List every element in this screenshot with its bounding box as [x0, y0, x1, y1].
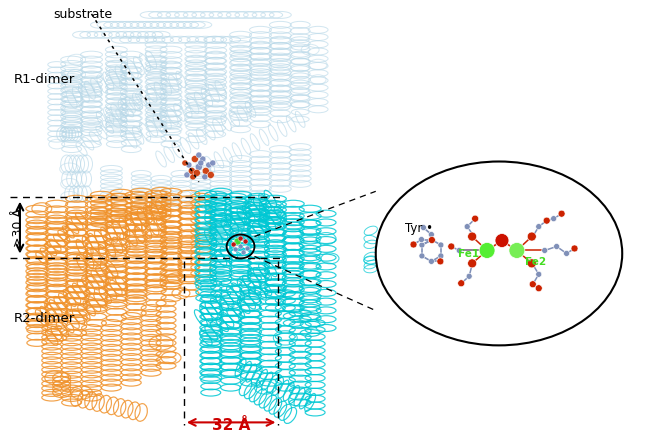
Circle shape — [466, 273, 472, 279]
Circle shape — [238, 236, 243, 241]
Circle shape — [202, 174, 208, 180]
Circle shape — [200, 156, 206, 162]
Text: R2-dimer: R2-dimer — [14, 312, 75, 325]
Circle shape — [428, 236, 436, 243]
Circle shape — [495, 233, 509, 247]
Circle shape — [196, 152, 202, 158]
Circle shape — [238, 244, 243, 249]
Ellipse shape — [376, 162, 622, 345]
Circle shape — [571, 245, 578, 252]
Circle shape — [198, 160, 204, 166]
Circle shape — [190, 174, 196, 180]
Circle shape — [551, 216, 557, 222]
Circle shape — [468, 259, 476, 268]
Circle shape — [536, 271, 542, 277]
Circle shape — [558, 210, 565, 217]
Circle shape — [245, 246, 250, 251]
Circle shape — [243, 239, 248, 244]
Circle shape — [233, 247, 238, 252]
Circle shape — [536, 224, 542, 229]
Circle shape — [419, 253, 425, 259]
Circle shape — [419, 236, 424, 243]
Circle shape — [193, 170, 200, 177]
Text: 32 Å: 32 Å — [212, 418, 250, 434]
Circle shape — [186, 162, 192, 168]
Circle shape — [191, 156, 198, 163]
Circle shape — [542, 247, 548, 253]
Circle shape — [410, 241, 417, 248]
Circle shape — [195, 163, 202, 170]
Circle shape — [182, 160, 188, 166]
Circle shape — [428, 236, 434, 243]
Circle shape — [543, 217, 550, 224]
Circle shape — [421, 225, 426, 231]
Circle shape — [527, 232, 537, 241]
Text: Fe2: Fe2 — [524, 257, 546, 267]
Circle shape — [231, 242, 236, 247]
Text: >30 Å: >30 Å — [12, 208, 25, 247]
Circle shape — [189, 167, 195, 174]
Circle shape — [207, 171, 214, 178]
Circle shape — [428, 258, 434, 264]
Circle shape — [464, 224, 470, 229]
Circle shape — [202, 167, 209, 174]
Circle shape — [448, 243, 455, 250]
Circle shape — [458, 280, 465, 287]
Text: Fe1: Fe1 — [458, 250, 479, 260]
Circle shape — [509, 243, 524, 258]
Circle shape — [184, 172, 190, 178]
Circle shape — [241, 250, 246, 255]
Circle shape — [472, 215, 478, 222]
Circle shape — [210, 160, 215, 166]
Circle shape — [563, 250, 569, 257]
Circle shape — [437, 258, 444, 265]
Circle shape — [535, 285, 542, 292]
Circle shape — [527, 259, 537, 268]
Circle shape — [234, 238, 241, 245]
Circle shape — [438, 253, 444, 259]
Circle shape — [468, 232, 476, 241]
Text: substrate: substrate — [54, 8, 113, 21]
Circle shape — [479, 243, 495, 258]
Circle shape — [206, 162, 212, 168]
Circle shape — [554, 243, 559, 250]
Text: Tyr •: Tyr • — [405, 222, 433, 235]
Text: R1-dimer: R1-dimer — [14, 73, 75, 86]
Circle shape — [428, 232, 434, 238]
Circle shape — [456, 247, 462, 253]
Circle shape — [438, 242, 444, 248]
Circle shape — [529, 281, 537, 288]
Circle shape — [419, 242, 425, 248]
